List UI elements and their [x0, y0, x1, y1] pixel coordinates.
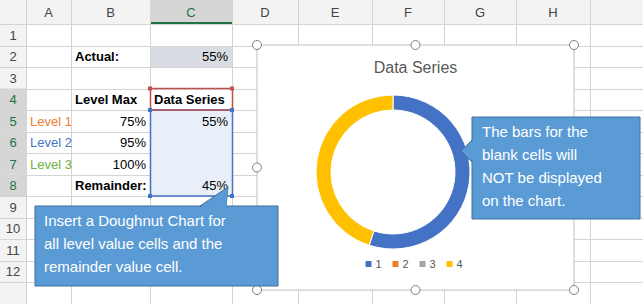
row-header: 5 — [9, 114, 16, 129]
column-header: H — [548, 5, 557, 20]
legend-swatch — [420, 261, 426, 267]
selected-row-header — [0, 175, 26, 197]
cell-text: Remainder: — [75, 178, 147, 193]
callout: Insert a Doughnut Chart for all level val… — [35, 187, 278, 286]
cell-text: Level 2 — [30, 135, 72, 150]
callout-box — [472, 117, 640, 219]
screenshot: ABCDEFGH123456789101112Actual:55%Level M… — [0, 0, 643, 304]
cell-text: Level 1 — [30, 114, 72, 129]
cell-text: Actual: — [75, 49, 119, 64]
row-header: 3 — [9, 71, 16, 86]
selected-row-header — [0, 153, 26, 175]
column-header: G — [475, 5, 485, 20]
column-header: A — [44, 5, 53, 20]
callout-text: all level value cells and the — [44, 235, 222, 252]
doughnut-slices — [316, 95, 470, 249]
selection-handle — [148, 87, 152, 91]
chart-handle — [253, 286, 262, 295]
selected-row-header — [0, 110, 26, 132]
cell-text: 100% — [113, 157, 147, 172]
legend: 1 2 3 4 — [366, 258, 463, 270]
legend-swatch — [393, 261, 399, 267]
row-header: 7 — [9, 157, 16, 172]
chart-title: Data Series — [374, 59, 458, 76]
selection-border-header — [151, 89, 233, 111]
grid-line-h — [0, 24, 643, 25]
callout-text: NOT be displayed — [482, 169, 602, 186]
header-bar — [0, 0, 643, 24]
selection-handle — [230, 194, 234, 198]
legend-label: 2 — [403, 258, 409, 270]
chart-handle — [411, 41, 420, 50]
row-header: 10 — [6, 221, 20, 236]
column-header: D — [260, 5, 269, 20]
row-header: 8 — [9, 178, 16, 193]
callout-text: blank cells will — [482, 146, 577, 163]
callout: The bars for the blank cells will NOT be d… — [461, 117, 640, 219]
selection-handle — [230, 87, 234, 91]
row-header: 4 — [9, 92, 16, 107]
legend-swatch — [366, 261, 372, 267]
selected-column-underline — [150, 22, 232, 24]
cell-fill-actual — [151, 47, 232, 68]
doughnut-slice — [316, 95, 393, 245]
cell-fill-selection — [151, 111, 232, 196]
cell-text: 95% — [120, 135, 146, 150]
legend-label: 1 — [376, 258, 382, 270]
callout-text: remainder value cell. — [44, 258, 182, 275]
cell-text: Level 3 — [30, 157, 72, 172]
cell-text: 55% — [202, 49, 228, 64]
chart-handle — [570, 286, 579, 295]
cell-text: 55% — [202, 114, 228, 129]
legend-label: 3 — [430, 258, 436, 270]
row-header: 6 — [9, 135, 16, 150]
chart-handle — [253, 41, 262, 50]
row-header: 9 — [9, 200, 16, 215]
callout-text: Insert a Doughnut Chart for — [44, 212, 226, 229]
cell-text: Data Series — [154, 92, 225, 107]
chart-handle — [253, 163, 262, 172]
cell-text: 75% — [120, 114, 146, 129]
selection-handle — [230, 108, 234, 112]
legend-swatch — [447, 261, 453, 267]
column-header: E — [331, 5, 340, 20]
callout-box — [35, 206, 278, 286]
row-header: 2 — [9, 49, 16, 64]
doughnut-slice — [369, 95, 470, 249]
row-header-bar — [0, 0, 26, 304]
callout-text: The bars for the — [482, 123, 588, 140]
cell-text: Level Max — [75, 92, 138, 107]
selection-handle — [148, 194, 152, 198]
legend-label: 4 — [457, 258, 463, 270]
grid-line-v — [26, 0, 27, 304]
row-header: 12 — [6, 264, 20, 279]
selection-border-values — [151, 110, 233, 196]
sheet-grid: ABCDEFGH123456789101112Actual:55%Level M… — [0, 0, 643, 304]
chart-handle — [570, 41, 579, 50]
selected-row-header — [0, 89, 26, 111]
selected-column-header — [150, 0, 232, 24]
chart-handle — [411, 286, 420, 295]
row-header: 1 — [9, 28, 16, 43]
column-header: B — [106, 5, 115, 20]
callout-pointer-cover — [200, 189, 228, 208]
callout-pointer-cover — [463, 140, 474, 162]
callout-text: on the chart. — [482, 192, 565, 209]
row-header: 11 — [6, 243, 20, 258]
selected-row-header — [0, 132, 26, 154]
column-header: C — [186, 5, 195, 20]
selection-handle — [148, 108, 152, 112]
column-header: F — [404, 5, 412, 20]
